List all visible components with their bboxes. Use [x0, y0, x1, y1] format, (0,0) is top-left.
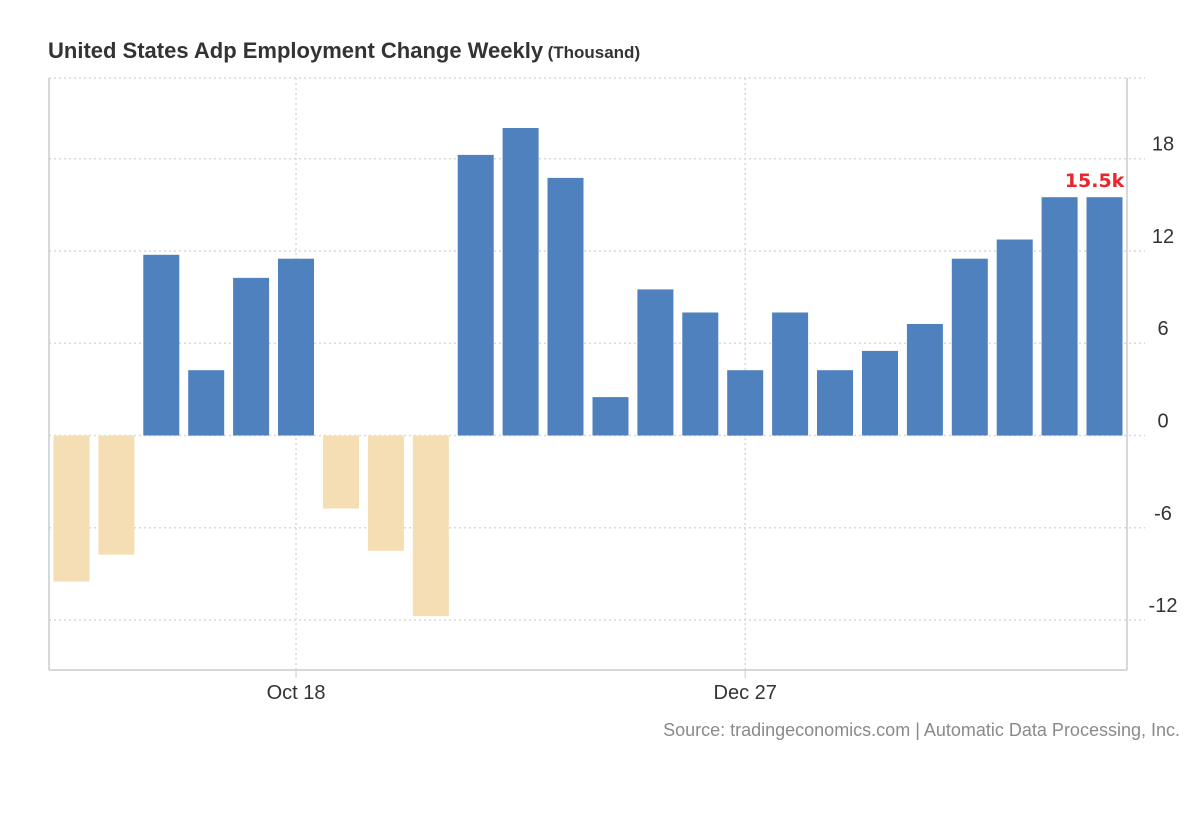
bar — [862, 350, 898, 436]
chart-title-text: United States Adp Employment Change Week… — [48, 38, 544, 63]
bar — [457, 154, 494, 436]
y-tick-label: 12 — [1152, 226, 1174, 248]
bar — [188, 370, 225, 436]
bar — [682, 312, 719, 436]
bar — [367, 435, 404, 551]
last-value-label: 15.5k — [1065, 170, 1125, 192]
bar — [233, 277, 270, 436]
bar — [727, 370, 764, 436]
bar — [592, 397, 629, 436]
bar — [502, 128, 539, 436]
bar — [412, 435, 449, 617]
bar — [53, 435, 90, 582]
bar — [98, 435, 135, 555]
bar — [1041, 197, 1078, 436]
axes — [48, 78, 1128, 678]
bar — [996, 239, 1033, 436]
bar — [143, 254, 180, 436]
tick-labels: 18 12 6 0 -6 -12 Oct 18 Dec 27 15.5k — [267, 134, 1178, 704]
bar — [906, 324, 943, 436]
y-tick-label: 0 — [1157, 411, 1168, 433]
y-tick-label: -6 — [1154, 503, 1172, 525]
bar — [637, 289, 674, 436]
x-tick-label: Oct 18 — [267, 682, 326, 704]
x-tick-label: Dec 27 — [714, 682, 777, 704]
bar — [278, 258, 314, 436]
y-tick-label: 18 — [1152, 134, 1174, 156]
source-note: Source: tradingeconomics.com | Automatic… — [663, 720, 1180, 740]
bar — [1086, 197, 1123, 436]
bar — [817, 370, 853, 436]
bar — [772, 312, 809, 436]
y-tick-label: -12 — [1149, 595, 1178, 617]
bars — [53, 128, 1123, 617]
bar — [323, 435, 359, 509]
bar — [951, 258, 988, 436]
bar — [547, 177, 584, 436]
y-tick-label: 6 — [1157, 318, 1168, 340]
chart-title: United States Adp Employment Change Week… — [48, 38, 640, 64]
chart-unit-text: (Thousand) — [547, 43, 641, 62]
